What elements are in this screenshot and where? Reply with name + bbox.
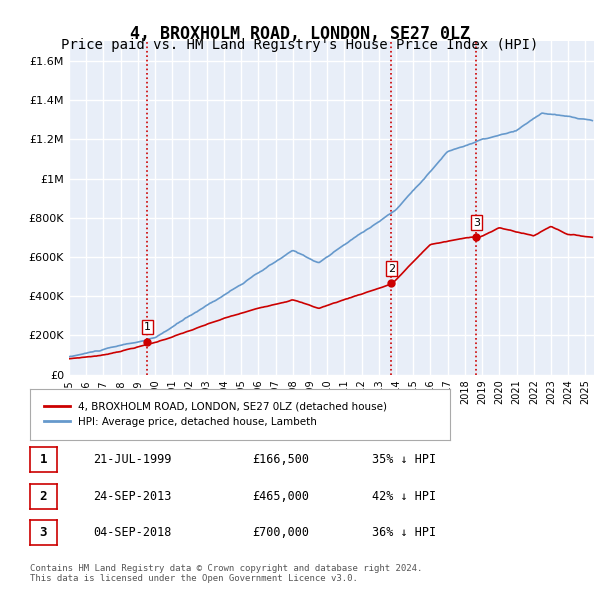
- Text: 42% ↓ HPI: 42% ↓ HPI: [372, 490, 436, 503]
- Text: 1: 1: [40, 453, 47, 466]
- Text: 2: 2: [40, 490, 47, 503]
- Text: 3: 3: [473, 218, 480, 228]
- Text: £700,000: £700,000: [252, 526, 309, 539]
- Text: 36% ↓ HPI: 36% ↓ HPI: [372, 526, 436, 539]
- Text: £166,500: £166,500: [252, 453, 309, 466]
- Text: £465,000: £465,000: [252, 490, 309, 503]
- Text: 1: 1: [144, 322, 151, 332]
- Text: 24-SEP-2013: 24-SEP-2013: [93, 490, 172, 503]
- Legend: 4, BROXHOLM ROAD, LONDON, SE27 0LZ (detached house), HPI: Average price, detache: 4, BROXHOLM ROAD, LONDON, SE27 0LZ (deta…: [40, 398, 391, 431]
- Text: 21-JUL-1999: 21-JUL-1999: [93, 453, 172, 466]
- Text: 2: 2: [388, 264, 395, 274]
- Text: 35% ↓ HPI: 35% ↓ HPI: [372, 453, 436, 466]
- Text: Contains HM Land Registry data © Crown copyright and database right 2024.
This d: Contains HM Land Registry data © Crown c…: [30, 563, 422, 583]
- Text: 3: 3: [40, 526, 47, 539]
- Text: 4, BROXHOLM ROAD, LONDON, SE27 0LZ: 4, BROXHOLM ROAD, LONDON, SE27 0LZ: [130, 25, 470, 43]
- Text: Price paid vs. HM Land Registry's House Price Index (HPI): Price paid vs. HM Land Registry's House …: [61, 38, 539, 53]
- Text: 04-SEP-2018: 04-SEP-2018: [93, 526, 172, 539]
